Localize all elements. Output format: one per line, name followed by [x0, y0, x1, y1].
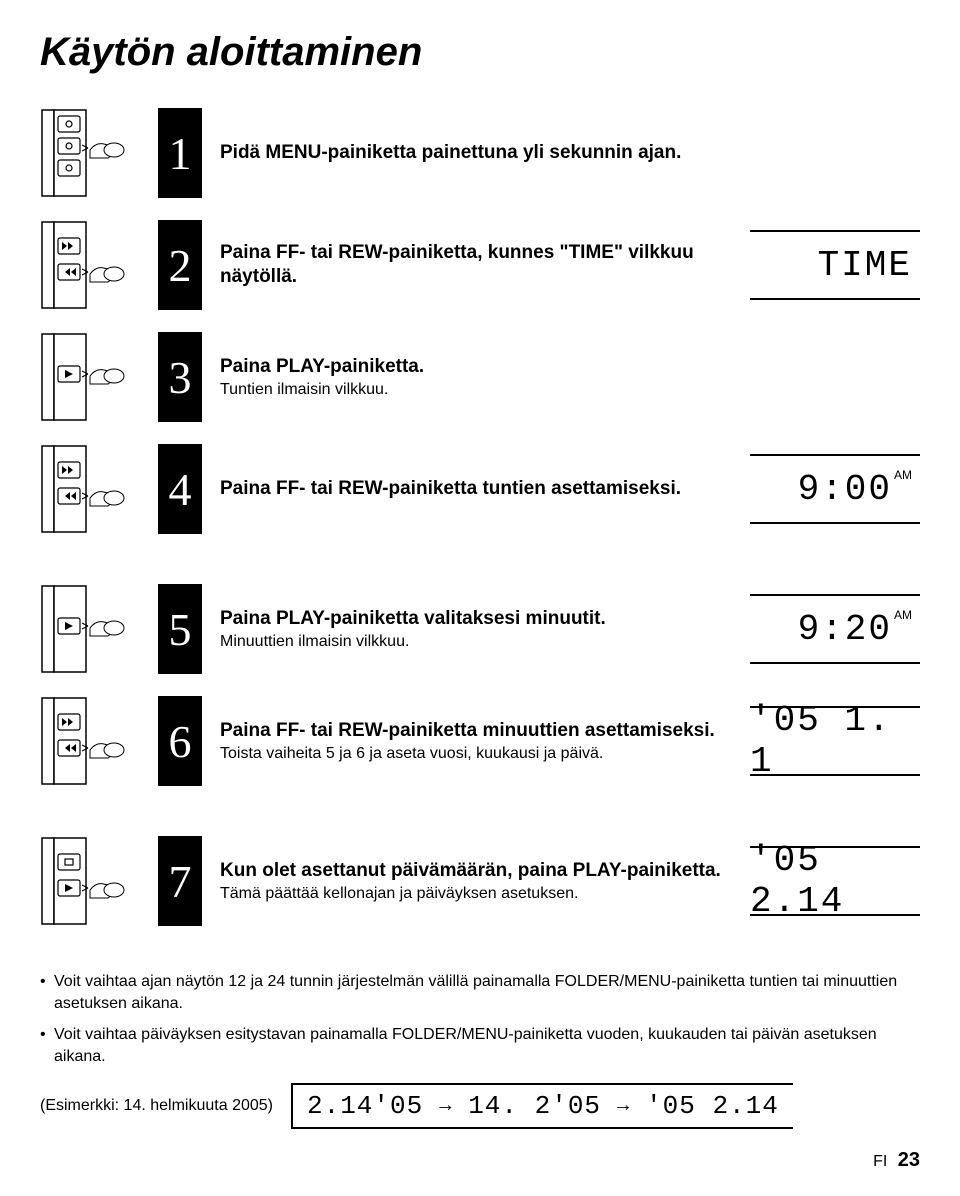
step-sub-text: Tuntien ilmaisin vilkkuu.	[220, 381, 740, 399]
step-text: Paina FF- tai REW-painiketta tuntien ase…	[220, 477, 750, 501]
device-illustration	[40, 108, 150, 198]
device-illustration	[40, 584, 150, 674]
lcd-ampm: AM	[894, 608, 912, 622]
step-text: Paina PLAY-painiketta valitaksesi minuut…	[220, 607, 750, 651]
arrow-icon: →	[435, 1094, 456, 1117]
step-row: 3 Paina PLAY-painiketta. Tuntien ilmaisin …	[40, 327, 920, 427]
page-footer: FI 23	[40, 1149, 920, 1172]
lcd-display: '05 1. 1	[750, 706, 920, 776]
step-text: Paina PLAY-painiketta. Tuntien ilmaisin v…	[220, 355, 750, 399]
device-illustration	[40, 836, 150, 926]
device-illustration	[40, 332, 150, 422]
lcd-text: TIME	[818, 245, 912, 286]
lcd-text: 9:00	[798, 469, 892, 510]
step-number: 1	[158, 108, 202, 198]
date-format-value: 2.14'05	[307, 1091, 423, 1121]
lcd-display: TIME	[750, 230, 920, 300]
step-row: 1 Pidä MENU-painiketta painettuna yli sek…	[40, 103, 920, 203]
date-format-value: '05 2.14	[646, 1091, 779, 1121]
step-bold-text: Kun olet asettanut päivämäärän, paina PL…	[220, 859, 740, 883]
device-illustration	[40, 696, 150, 786]
step-number: 5	[158, 584, 202, 674]
lcd-text: '05 1. 1	[750, 700, 912, 782]
step-number: 6	[158, 696, 202, 786]
step-bold-text: Paina PLAY-painiketta.	[220, 355, 740, 379]
date-formats-box: 2.14'05 → 14. 2'05 → '05 2.14	[291, 1083, 793, 1129]
note-item: Voit vaihtaa ajan näytön 12 ja 24 tunnin…	[40, 971, 920, 1016]
step-row: 6 Paina FF- tai REW-painiketta minuuttien…	[40, 691, 920, 791]
lcd-display: 9:00AM	[750, 454, 920, 524]
footer-lang: FI	[873, 1153, 887, 1170]
lcd-ampm: AM	[894, 468, 912, 482]
step-bold-text: Pidä MENU-painiketta painettuna yli seku…	[220, 141, 740, 165]
step-bold-text: Paina FF- tai REW-painiketta tuntien ase…	[220, 477, 740, 501]
device-illustration	[40, 444, 150, 534]
step-number: 4	[158, 444, 202, 534]
step-sub-text: Toista vaiheita 5 ja 6 ja aseta vuosi, k…	[220, 745, 740, 763]
note-item: Voit vaihtaa päiväyksen esitystavan pain…	[40, 1024, 920, 1069]
page-title: Käytön aloittaminen	[40, 30, 920, 75]
step-text: Kun olet asettanut päivämäärän, paina PL…	[220, 859, 750, 903]
notes-section: Voit vaihtaa ajan näytön 12 ja 24 tunnin…	[40, 971, 920, 1069]
step-sub-text: Minuuttien ilmaisin vilkkuu.	[220, 633, 740, 651]
example-row: (Esimerkki: 14. helmikuuta 2005) 2.14'05…	[40, 1083, 920, 1129]
arrow-icon: →	[613, 1094, 634, 1117]
step-row: 5 Paina PLAY-painiketta valitaksesi minuu…	[40, 579, 920, 679]
lcd-text: '05 2.14	[750, 840, 912, 922]
step-bold-text: Paina PLAY-painiketta valitaksesi minuut…	[220, 607, 740, 631]
step-bold-text: Paina FF- tai REW-painiketta minuuttien …	[220, 719, 740, 743]
step-number: 7	[158, 836, 202, 926]
step-text: Paina FF- tai REW-painiketta minuuttien …	[220, 719, 750, 763]
step-number: 3	[158, 332, 202, 422]
footer-page: 23	[898, 1149, 920, 1171]
example-label: (Esimerkki: 14. helmikuuta 2005)	[40, 1097, 273, 1115]
device-illustration	[40, 220, 150, 310]
step-row: 2 Paina FF- tai REW-painiketta, kunnes "T…	[40, 215, 920, 315]
lcd-display: '05 2.14	[750, 846, 920, 916]
step-row: 7 Kun olet asettanut päivämäärän, paina P…	[40, 831, 920, 931]
lcd-text: 9:20	[798, 609, 892, 650]
step-text: Pidä MENU-painiketta painettuna yli seku…	[220, 141, 750, 165]
step-row: 4 Paina FF- tai REW-painiketta tuntien as…	[40, 439, 920, 539]
step-bold-text: Paina FF- tai REW-painiketta, kunnes "TI…	[220, 241, 740, 289]
date-format-value: 14. 2'05	[468, 1091, 601, 1121]
lcd-display: 9:20AM	[750, 594, 920, 664]
step-text: Paina FF- tai REW-painiketta, kunnes "TI…	[220, 241, 750, 289]
step-number: 2	[158, 220, 202, 310]
step-sub-text: Tämä päättää kellonajan ja päiväyksen as…	[220, 885, 740, 903]
